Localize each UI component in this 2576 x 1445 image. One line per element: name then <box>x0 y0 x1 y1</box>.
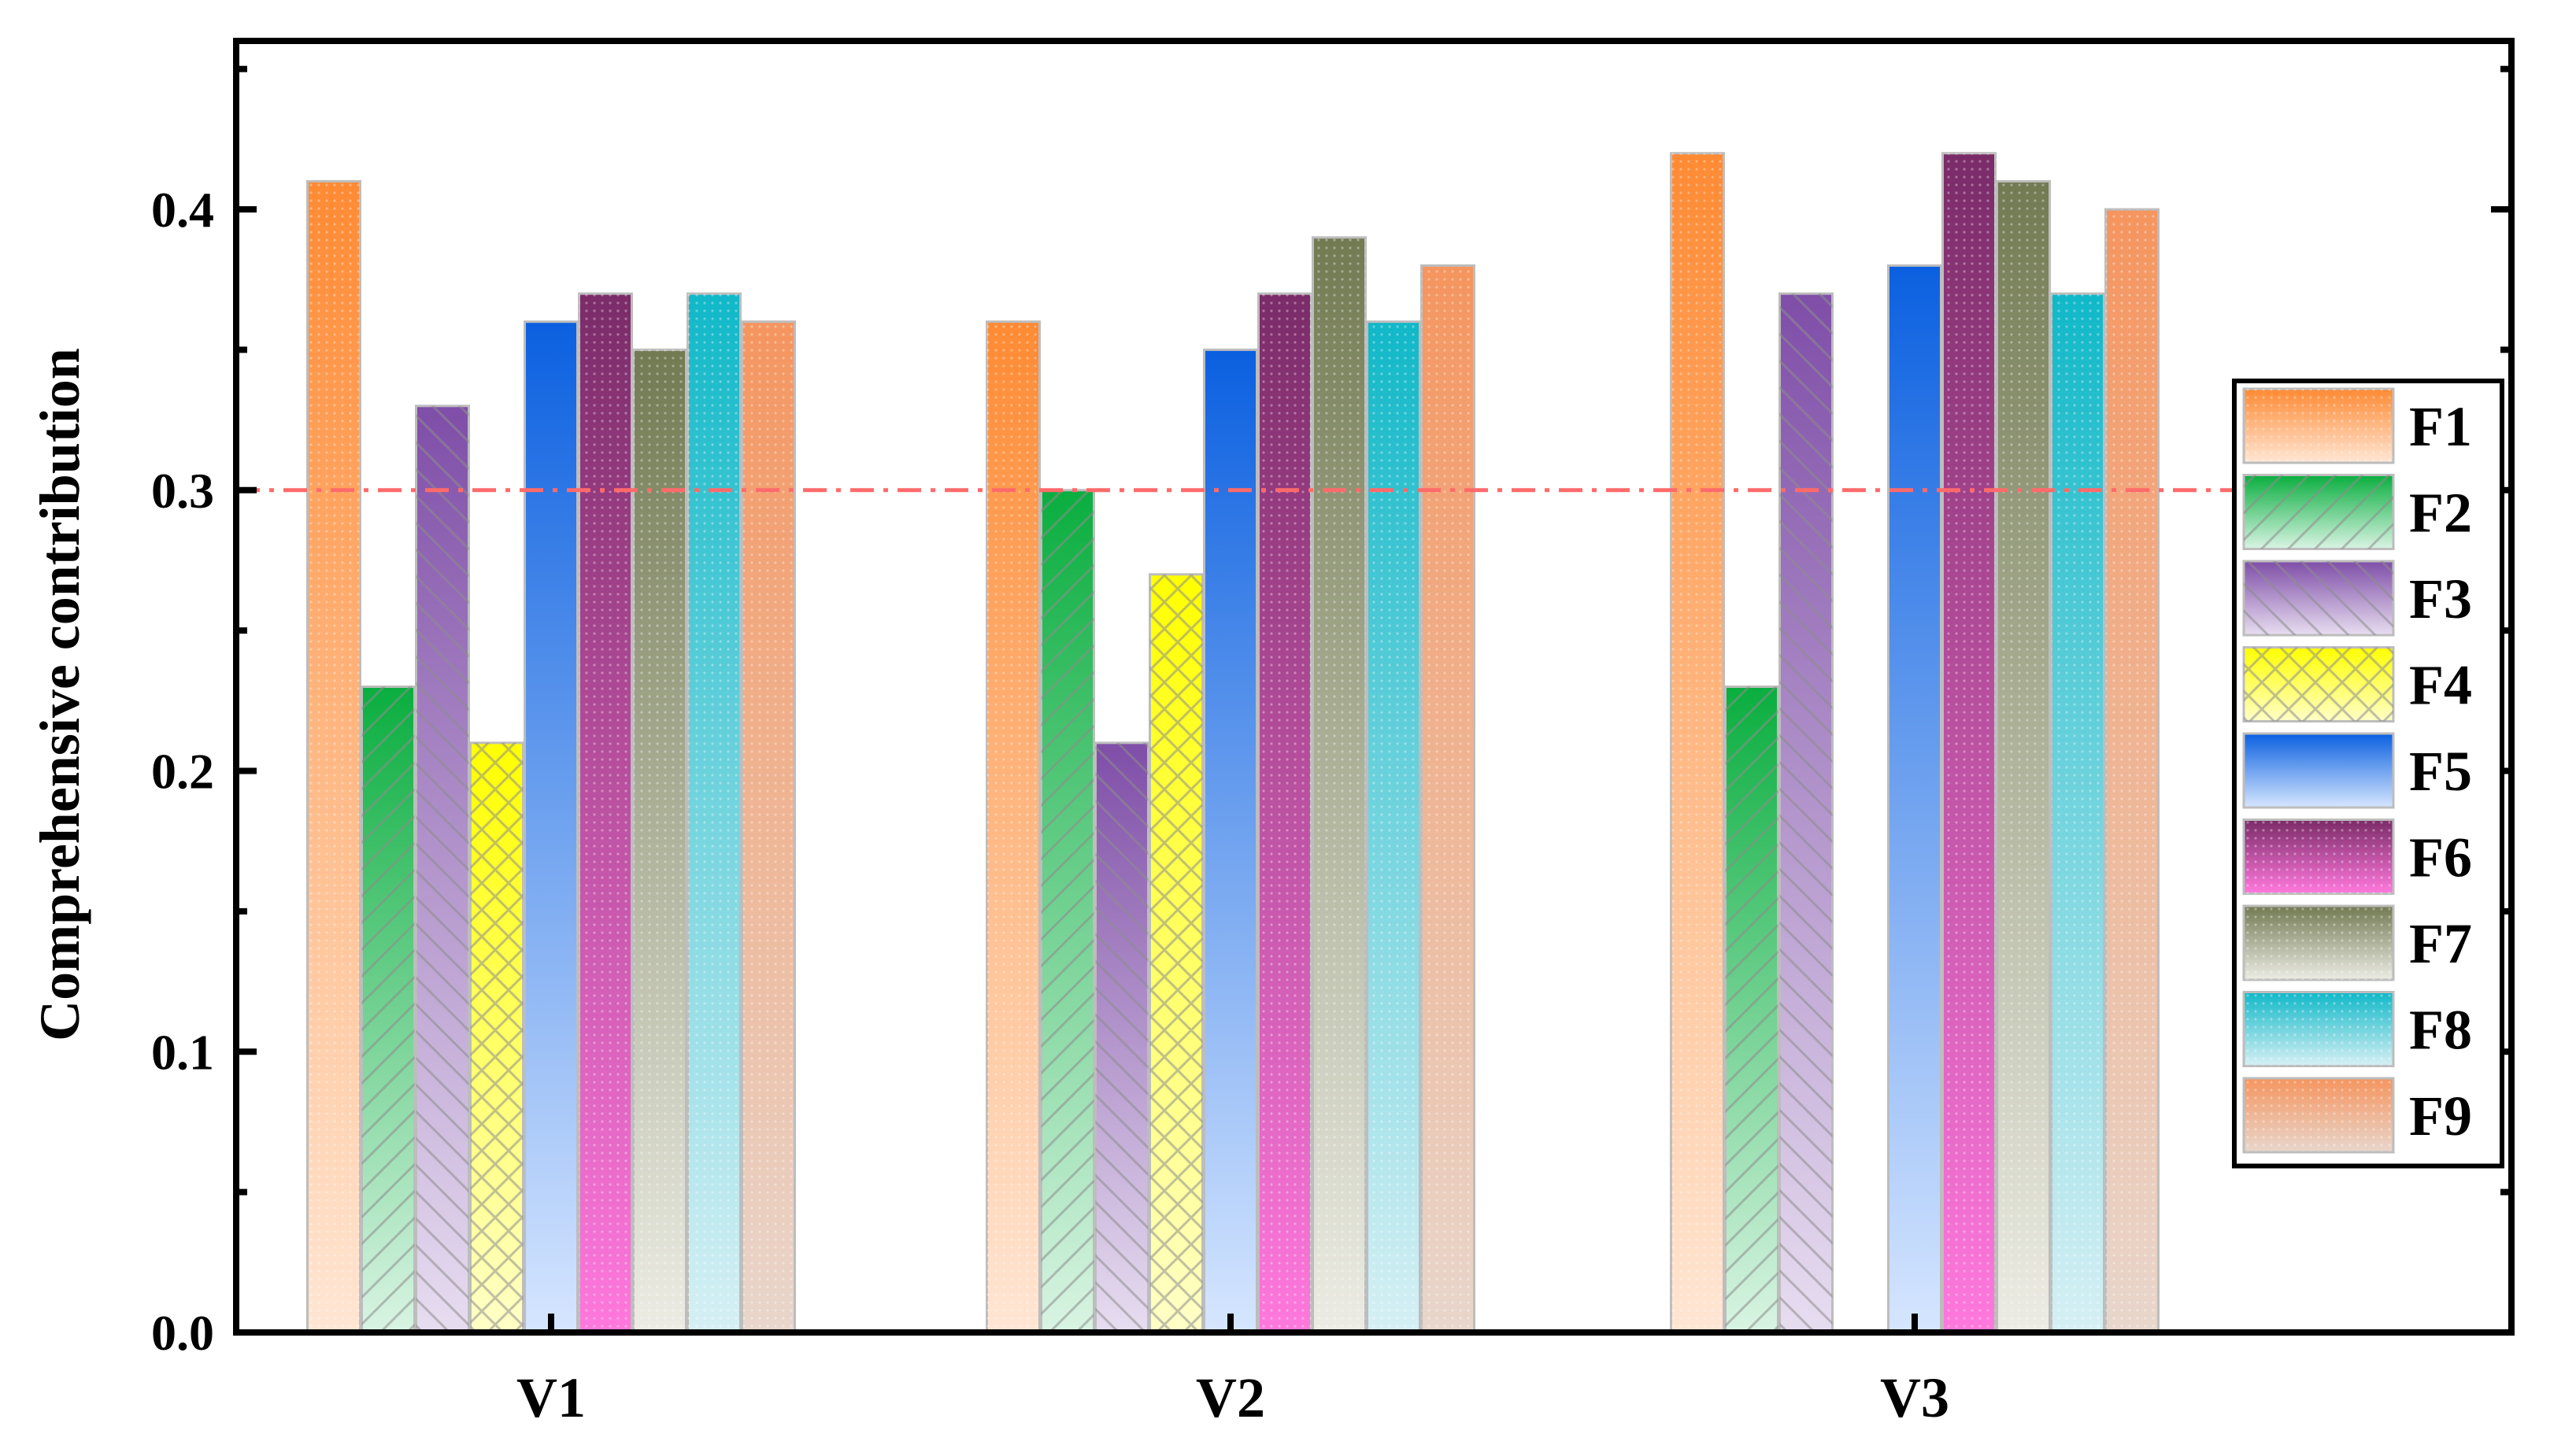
bar-pattern-v1-f2 <box>361 686 415 1332</box>
x-category-label: V3 <box>1880 1366 1949 1429</box>
bar-pattern-v3-f9 <box>2105 209 2159 1333</box>
bar-pattern-v3-f2 <box>1725 686 1778 1332</box>
legend-label-f3: F3 <box>2409 567 2472 630</box>
legend-label-f9: F9 <box>2409 1085 2472 1148</box>
bar-pattern-v1-f8 <box>687 294 741 1333</box>
bar-v2-f5 <box>1203 348 1258 1334</box>
y-tick-label: 0.2 <box>151 744 214 800</box>
bar-pattern-v2-f7 <box>1312 237 1366 1332</box>
y-tick-label: 0.0 <box>151 1305 214 1361</box>
y-axis-title: Comprehensive contribution <box>28 348 91 1041</box>
bar-pattern-v1-f1 <box>307 181 361 1332</box>
legend-label-f8: F8 <box>2409 999 2472 1062</box>
bar-pattern-v3-f8 <box>2051 294 2104 1333</box>
legend-swatch-pattern-f4 <box>2244 647 2393 722</box>
bar-pattern-v1-f7 <box>633 349 687 1332</box>
x-category-label: V2 <box>1196 1366 1265 1429</box>
bar-pattern-v2-f8 <box>1367 321 1420 1332</box>
bar-v3-f5 <box>1887 264 1942 1334</box>
bar-pattern-v2-f2 <box>1041 490 1094 1332</box>
plot-frame <box>233 38 2515 1336</box>
bar-pattern-v3-f7 <box>1997 181 2050 1332</box>
bar-pattern-v2-f9 <box>1421 265 1475 1332</box>
legend-swatch-pattern-f3 <box>2244 561 2393 635</box>
bar-pattern-v3-f6 <box>1942 153 1996 1332</box>
legend-label-f4: F4 <box>2409 654 2472 717</box>
bar-pattern-v2-f3 <box>1095 742 1149 1332</box>
y-tick-label: 0.3 <box>151 463 214 519</box>
bars-layer <box>306 152 2160 1334</box>
legend: F1 F2 F3 F4 F5 F6 F7 F8 F9 <box>2232 379 2504 1169</box>
bar-pattern-v2-f1 <box>986 321 1040 1332</box>
bar-pattern-v1-f9 <box>742 321 795 1332</box>
bar-pattern-v1-f6 <box>579 294 632 1333</box>
y-tick-label: 0.1 <box>151 1024 214 1080</box>
bar-pattern-v2-f6 <box>1258 294 1312 1333</box>
bar-pattern-v2-f4 <box>1149 574 1203 1332</box>
bar-pattern-v3-f3 <box>1779 294 1833 1333</box>
axis-ticks: 0.0 0.1 0.2 0.3 0.4 V1 V2 V3 <box>151 65 2511 1429</box>
legend-label-f5: F5 <box>2409 740 2472 803</box>
legend-label-f6: F6 <box>2409 826 2472 889</box>
legend-swatch-f5 <box>2242 732 2395 809</box>
legend-swatch-pattern-f6 <box>2244 819 2393 894</box>
bar-v1-f5 <box>524 320 579 1334</box>
legend-swatch-pattern-f7 <box>2244 906 2393 980</box>
bar-pattern-v3-f1 <box>1671 153 1724 1332</box>
legend-swatch-pattern-f9 <box>2244 1078 2393 1152</box>
legend-label-f7: F7 <box>2409 912 2472 975</box>
bar-pattern-v1-f4 <box>470 742 524 1332</box>
legend-swatch-pattern-f2 <box>2244 475 2393 549</box>
legend-label-f1: F1 <box>2409 395 2472 458</box>
y-tick-label: 0.4 <box>151 182 214 238</box>
x-category-label: V1 <box>516 1366 586 1429</box>
legend-label-f2: F2 <box>2409 482 2472 545</box>
legend-swatch-pattern-f1 <box>2244 389 2393 463</box>
bar-pattern-v1-f3 <box>416 405 469 1332</box>
legend-swatch-pattern-f8 <box>2244 992 2393 1066</box>
